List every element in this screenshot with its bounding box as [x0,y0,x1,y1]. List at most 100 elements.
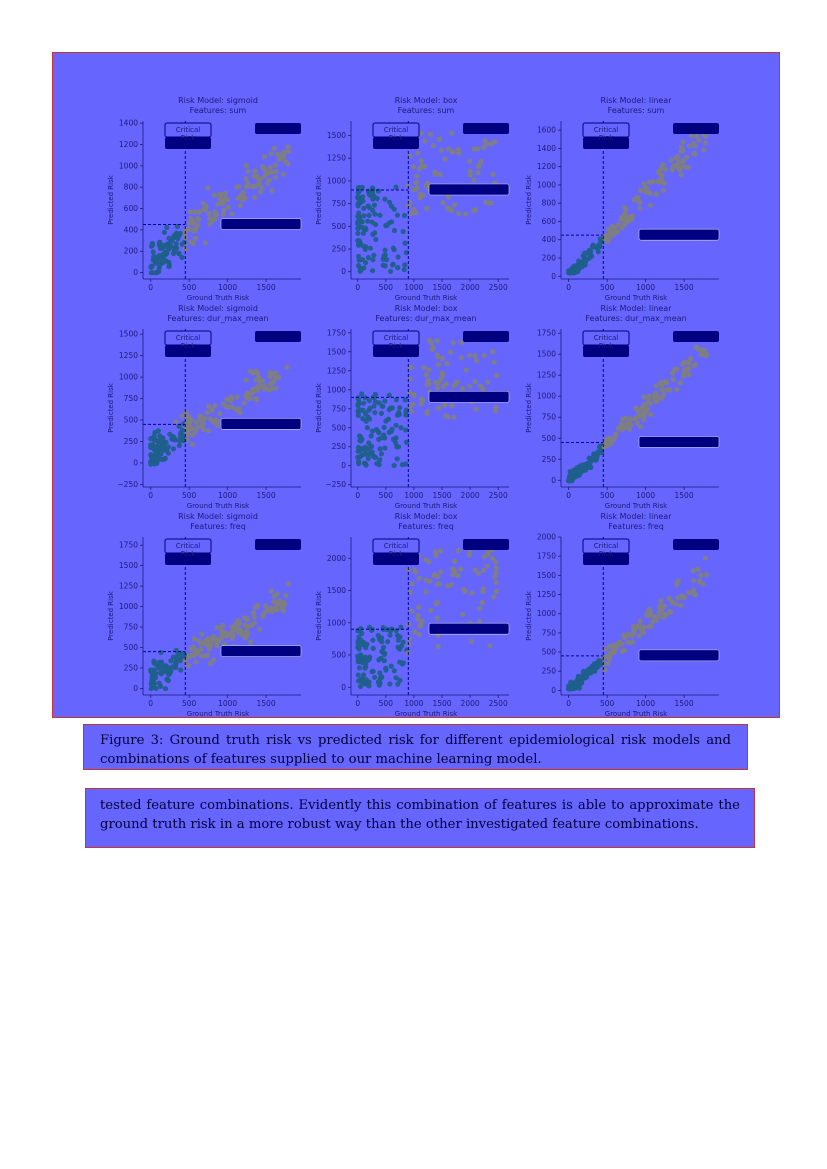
scatter-point [605,234,611,240]
legend-label: Risk [181,134,196,142]
scatter-point [670,376,676,383]
scatter-point [165,450,171,456]
scatter-point [393,422,399,428]
chart-subtitle: Features: freq [190,522,246,531]
scatter-point [362,681,368,687]
scatter-point [373,427,380,433]
scatter-point [593,452,599,458]
scatter-point [385,639,391,645]
scatter-point [460,611,466,618]
scatter-point [186,220,192,226]
scatter-point [408,211,414,217]
threshold-band [220,418,302,430]
scatter-point [362,225,368,231]
scatter-point [355,201,361,207]
scatter-point [445,414,451,420]
scatter-point [491,594,497,600]
chart-subtitle: Features: dur_max_mean [585,314,686,323]
chart-title: Risk Model: sigmoid [178,512,258,521]
scatter-point [280,608,286,614]
scatter-point [652,390,659,396]
scatter-point [434,338,440,344]
scatter-point [455,573,461,579]
legend-label: Critical [176,126,201,134]
scatter-point [152,437,158,443]
scatter-point [364,425,370,431]
scatter-point [702,140,709,146]
scatter-point [658,598,664,604]
y-tick-label: 250 [124,663,139,672]
x-tick-label: 1000 [218,491,237,500]
scatter-point [206,210,212,217]
y-tick-label: 500 [332,222,347,231]
scatter-point [378,435,385,441]
scatter-point [273,168,279,174]
scatter-point [471,177,477,183]
scatter-point [686,365,692,371]
scatter-point [356,433,363,439]
scatter-point [245,180,251,186]
scatter-point [638,187,644,194]
scatter-point [355,678,362,684]
scatter-point [402,262,408,268]
scatter-point [193,419,199,426]
y-tick-label: 1750 [119,541,138,550]
y-tick-label: 1250 [119,351,138,360]
scatter-point [622,210,628,216]
scatter-point [263,603,269,609]
y-tick-label: 750 [542,413,557,422]
scatter-point [590,664,596,671]
scatter-point [487,643,493,649]
scatter-point [400,639,406,645]
scatter-point [641,402,647,408]
y-tick-label: 1000 [119,373,138,382]
scatter-point [418,396,424,402]
scatter-point [257,189,263,195]
y-tick-label: 1000 [119,161,138,170]
scatter-point [158,683,164,689]
scatter-point [158,649,164,656]
x-tick-label: 1500 [257,491,276,500]
scatter-point [494,372,500,378]
scatter-point [166,259,172,266]
scatter-point [463,367,469,373]
scatter-point [684,154,690,160]
scatter-point [638,424,644,430]
scatter-point [212,192,218,198]
y-tick-label: 600 [124,204,139,213]
scatter-point [260,612,266,618]
scatter-point [428,607,434,613]
scatter-point [700,581,706,587]
legend-marker [255,123,301,134]
scatter-point [390,245,396,251]
scatter-point [666,595,672,602]
chart-title: Risk Model: linear [600,96,672,105]
scatter-point [698,572,704,578]
x-tick-label: 0 [566,283,571,292]
scatter-point [189,441,196,447]
scatter-point [366,205,372,211]
scatter-point [575,265,581,271]
scatter-point [397,677,403,683]
scatter-point [355,672,361,678]
scatter-point [389,426,395,432]
scatter-point [375,679,381,685]
scatter-point [653,383,659,389]
scatter-point [372,410,378,416]
scatter-point [157,245,163,251]
scatter-point [355,242,362,248]
chart-subtitle: Features: sum [608,106,665,115]
legend-marker [673,123,719,134]
scatter-point [658,172,664,178]
scatter-point [427,131,433,138]
scatter-point [369,185,376,191]
x-tick-label: 2500 [489,699,508,708]
scatter-point [475,570,481,576]
x-tick-label: 0 [148,283,153,292]
scatter-point [209,216,215,222]
scatter-point [355,219,361,225]
scatter-point [361,400,367,406]
x-tick-label: 0 [566,491,571,500]
scatter-point [692,143,698,149]
